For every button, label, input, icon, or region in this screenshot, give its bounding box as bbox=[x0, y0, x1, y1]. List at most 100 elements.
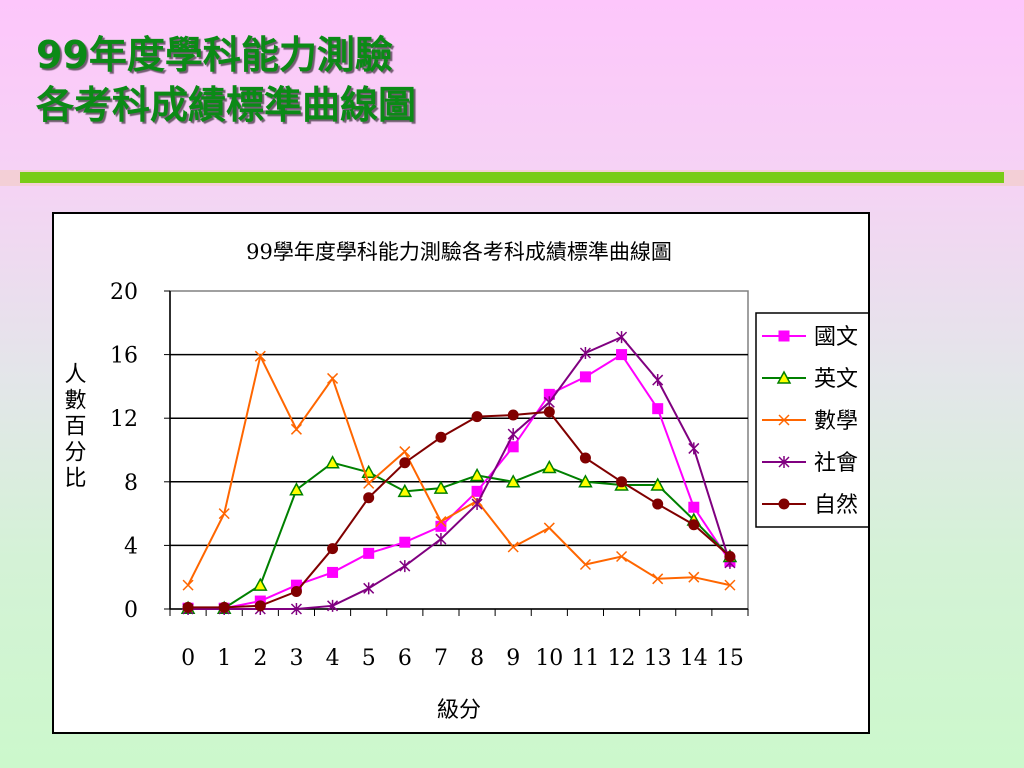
x-tick-label: 5 bbox=[362, 646, 376, 671]
data-point bbox=[433, 480, 449, 494]
data-point bbox=[327, 599, 339, 612]
legend-label: 社會 bbox=[814, 451, 858, 476]
legend-label: 英文 bbox=[814, 367, 858, 392]
chart-container: 99學年度學科能力測驗各考科成績標準曲線圖 0 4 8 12 16 20 0 1 2 3 4 5 6 7 8 9… bbox=[54, 214, 868, 732]
data-point bbox=[505, 474, 521, 488]
data-point bbox=[290, 586, 302, 598]
data-point bbox=[327, 372, 339, 384]
data-point bbox=[399, 536, 411, 548]
y-tick-label: 20 bbox=[110, 280, 138, 305]
x-tick-label: 9 bbox=[506, 646, 520, 671]
data-point bbox=[363, 477, 375, 489]
chart-frame: 99學年度學科能力測驗各考科成績標準曲線圖 0 4 8 12 16 20 0 1 2 3 4 5 6 7 8 9… bbox=[52, 212, 870, 734]
y-tick-label: 0 bbox=[124, 598, 138, 623]
x-tick-label: 15 bbox=[716, 646, 744, 671]
data-point bbox=[579, 558, 591, 571]
legend-item: 國文 bbox=[762, 325, 858, 350]
chart-title: 99學年度學科能力測驗各考科成績標準曲線圖 bbox=[246, 240, 672, 264]
data-point bbox=[435, 516, 447, 528]
data-point bbox=[579, 371, 591, 383]
legend-label: 數學 bbox=[814, 409, 858, 434]
y-tick-label: 16 bbox=[110, 344, 138, 369]
data-point bbox=[688, 442, 700, 455]
data-point bbox=[327, 566, 339, 578]
series-line bbox=[188, 461, 731, 610]
data-point bbox=[724, 551, 736, 563]
data-point bbox=[469, 467, 485, 482]
data-point bbox=[471, 498, 483, 511]
data-point bbox=[435, 520, 447, 532]
data-point bbox=[253, 577, 268, 591]
y-tick-label: 4 bbox=[124, 534, 138, 559]
slide-title-line-1: 99年度學科能力測驗 bbox=[36, 33, 393, 77]
data-point bbox=[254, 600, 266, 612]
data-point bbox=[363, 582, 375, 595]
slide-title: 99年度學科能力測驗 各考科成績標準曲線圖 bbox=[36, 30, 416, 130]
data-point bbox=[363, 492, 375, 504]
x-tick-label: 0 bbox=[181, 646, 195, 671]
data-point bbox=[542, 459, 557, 474]
series-2 bbox=[180, 455, 738, 614]
x-tick-label: 8 bbox=[470, 646, 484, 671]
data-point bbox=[652, 403, 664, 415]
data-point bbox=[325, 455, 340, 469]
data-point bbox=[507, 441, 519, 453]
data-point bbox=[579, 452, 591, 464]
data-point bbox=[471, 485, 483, 497]
data-point bbox=[652, 498, 664, 510]
legend-item: 社會 bbox=[762, 451, 858, 476]
series-3 bbox=[182, 350, 736, 591]
legend-marker bbox=[778, 498, 790, 510]
data-point bbox=[688, 501, 700, 513]
x-tick-label: 1 bbox=[217, 646, 231, 671]
legend-item: 數學 bbox=[762, 409, 858, 434]
legend-label: 自然 bbox=[814, 493, 858, 518]
series-5 bbox=[182, 406, 736, 613]
legend-marker bbox=[776, 370, 792, 384]
legend-label: 國文 bbox=[814, 325, 858, 350]
data-point bbox=[182, 579, 194, 591]
data-point bbox=[616, 476, 628, 488]
data-point bbox=[616, 349, 628, 361]
legend-marker bbox=[778, 330, 790, 342]
x-tick-label: 11 bbox=[571, 646, 599, 671]
data-point bbox=[399, 457, 411, 469]
data-point bbox=[507, 541, 519, 553]
data-point bbox=[543, 406, 555, 418]
data-point bbox=[290, 603, 302, 615]
data-point bbox=[616, 331, 628, 344]
data-point bbox=[399, 560, 411, 573]
data-point bbox=[724, 579, 736, 591]
data-point bbox=[435, 533, 447, 546]
y-tick-label: 8 bbox=[124, 471, 138, 496]
legend-item: 英文 bbox=[762, 367, 858, 392]
x-tick-label: 12 bbox=[608, 646, 636, 671]
y-tick-label: 12 bbox=[110, 407, 138, 432]
data-point bbox=[578, 474, 593, 488]
data-point bbox=[290, 423, 302, 435]
x-tick-label: 3 bbox=[289, 646, 303, 671]
x-tick-label: 2 bbox=[253, 646, 267, 671]
data-point bbox=[652, 573, 664, 585]
data-point bbox=[218, 601, 230, 613]
data-point bbox=[652, 374, 664, 387]
data-point bbox=[543, 396, 555, 409]
x-tick-label: 7 bbox=[434, 646, 448, 671]
x-tick-label: 10 bbox=[535, 646, 563, 671]
legend-marker bbox=[778, 414, 790, 426]
slide-title-line-2: 各考科成績標準曲線圖 bbox=[36, 83, 417, 127]
data-point bbox=[218, 508, 230, 520]
legend-item: 自然 bbox=[762, 493, 858, 518]
series-line bbox=[188, 335, 731, 610]
data-point bbox=[579, 347, 591, 360]
data-point bbox=[688, 519, 700, 531]
title-underline-bar bbox=[0, 170, 1024, 186]
x-tick-label: 6 bbox=[398, 646, 412, 671]
data-point bbox=[471, 411, 483, 423]
data-point bbox=[182, 601, 194, 613]
x-tick-label: 13 bbox=[644, 646, 672, 671]
x-tick-label: 14 bbox=[680, 646, 708, 671]
data-point bbox=[543, 522, 555, 534]
data-point bbox=[688, 571, 700, 583]
